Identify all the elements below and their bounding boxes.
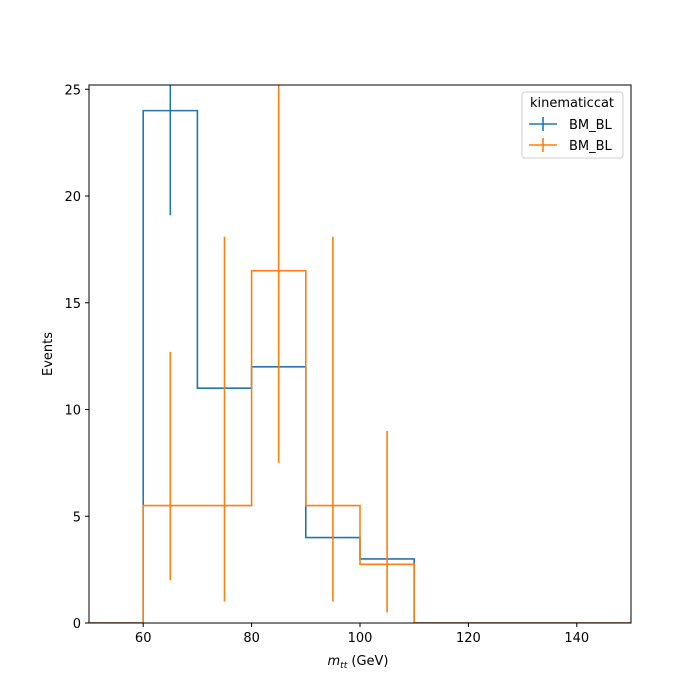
x-tick-label-60: 60 xyxy=(135,631,152,646)
y-tick-label-20: 20 xyxy=(64,190,81,205)
legend: kinematiccat BM_BL BM_BL xyxy=(521,91,624,159)
legend-label-2: BM_BL xyxy=(569,139,613,154)
x-tick-label-80: 80 xyxy=(243,631,260,646)
histogram-step-series-1 xyxy=(89,109,631,623)
legend-box xyxy=(521,91,624,159)
y-tick-label-0: 0 xyxy=(73,617,81,632)
x-axis-label: mtt (GeV) xyxy=(328,654,389,671)
x-tick-label-100: 100 xyxy=(348,631,373,646)
legend-title: kinematiccat xyxy=(530,96,614,111)
x-axis: 60 80 100 120 140 xyxy=(135,623,589,646)
y-tick-label-25: 25 xyxy=(64,83,81,98)
legend-entry-1: BM_BL xyxy=(529,117,613,133)
legend-entry-2: BM_BL xyxy=(529,138,613,154)
x-tick-label-140: 140 xyxy=(564,631,589,646)
legend-label-1: BM_BL xyxy=(569,118,613,133)
y-axis-label: Events xyxy=(41,332,56,376)
y-tick-label-10: 10 xyxy=(64,404,81,419)
y-tick-label-15: 15 xyxy=(64,297,81,312)
y-axis: 0 5 10 15 20 25 xyxy=(64,83,89,632)
x-tick-label-120: 120 xyxy=(456,631,481,646)
y-tick-label-5: 5 xyxy=(73,510,81,525)
plot-area xyxy=(89,85,631,623)
